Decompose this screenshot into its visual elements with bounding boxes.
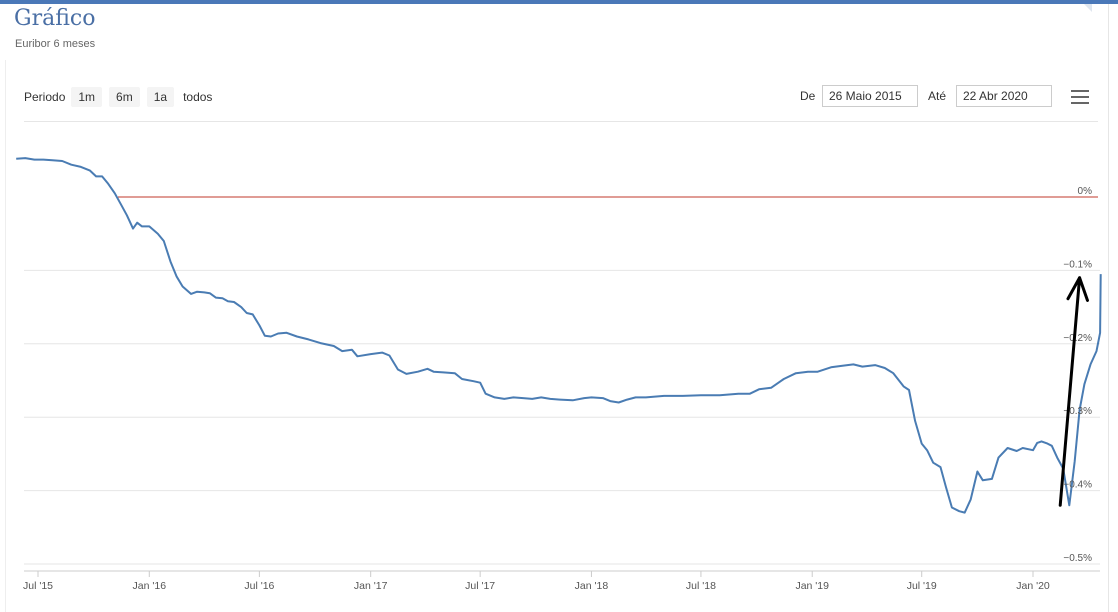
- to-date-input[interactable]: 22 Abr 2020: [956, 85, 1052, 107]
- range-button-1a[interactable]: 1a: [146, 87, 175, 107]
- x-tick-label: Jan '19: [795, 580, 829, 592]
- hamburger-menu-icon[interactable]: [1071, 90, 1089, 104]
- panel-border-left: [5, 60, 6, 612]
- annotation-arrow-shaft: [1058, 276, 1082, 507]
- x-tick-label: Jul '15: [23, 580, 53, 592]
- from-date-input[interactable]: 26 Maio 2015: [822, 85, 918, 107]
- x-tick-label: Jul '16: [244, 580, 274, 592]
- x-tick-label: Jan '20: [1016, 580, 1050, 592]
- y-tick-label: −0.4%: [1063, 480, 1092, 491]
- y-tick-label: 0%: [1078, 186, 1093, 197]
- corner-fold: [1084, 4, 1092, 12]
- y-tick-label: −0.5%: [1063, 553, 1092, 564]
- from-label: De: [800, 89, 816, 103]
- y-tick-label: −0.2%: [1063, 333, 1092, 344]
- y-tick-label: −0.1%: [1063, 259, 1092, 270]
- x-tick-label: Jul '17: [465, 580, 495, 592]
- toolbar-separator: [24, 121, 1098, 122]
- chart-subtitle: Euribor 6 meses: [15, 38, 96, 50]
- annotation-arrow-head: [1066, 276, 1089, 302]
- range-button-1m[interactable]: 1m: [71, 87, 103, 107]
- y-tick-label: −0.3%: [1063, 406, 1092, 417]
- top-accent-bar: [0, 0, 1118, 4]
- range-label: Periodo: [24, 90, 66, 104]
- range-selector: Periodo 1m 6m 1a todos: [24, 86, 221, 108]
- x-tick-label: Jan '16: [133, 580, 167, 592]
- x-tick-label: Jan '17: [354, 580, 388, 592]
- page-title: Gráfico: [14, 6, 96, 31]
- range-button-todos[interactable]: todos: [183, 90, 213, 104]
- euribor-series-line: [16, 157, 1102, 514]
- x-tick-label: Jul '19: [907, 580, 937, 592]
- range-button-6m[interactable]: 6m: [109, 87, 140, 107]
- x-tick-label: Jan '18: [575, 580, 609, 592]
- panel-border: [1108, 4, 1109, 612]
- x-tick-label: Jul '18: [686, 580, 716, 592]
- to-label: Até: [928, 89, 947, 103]
